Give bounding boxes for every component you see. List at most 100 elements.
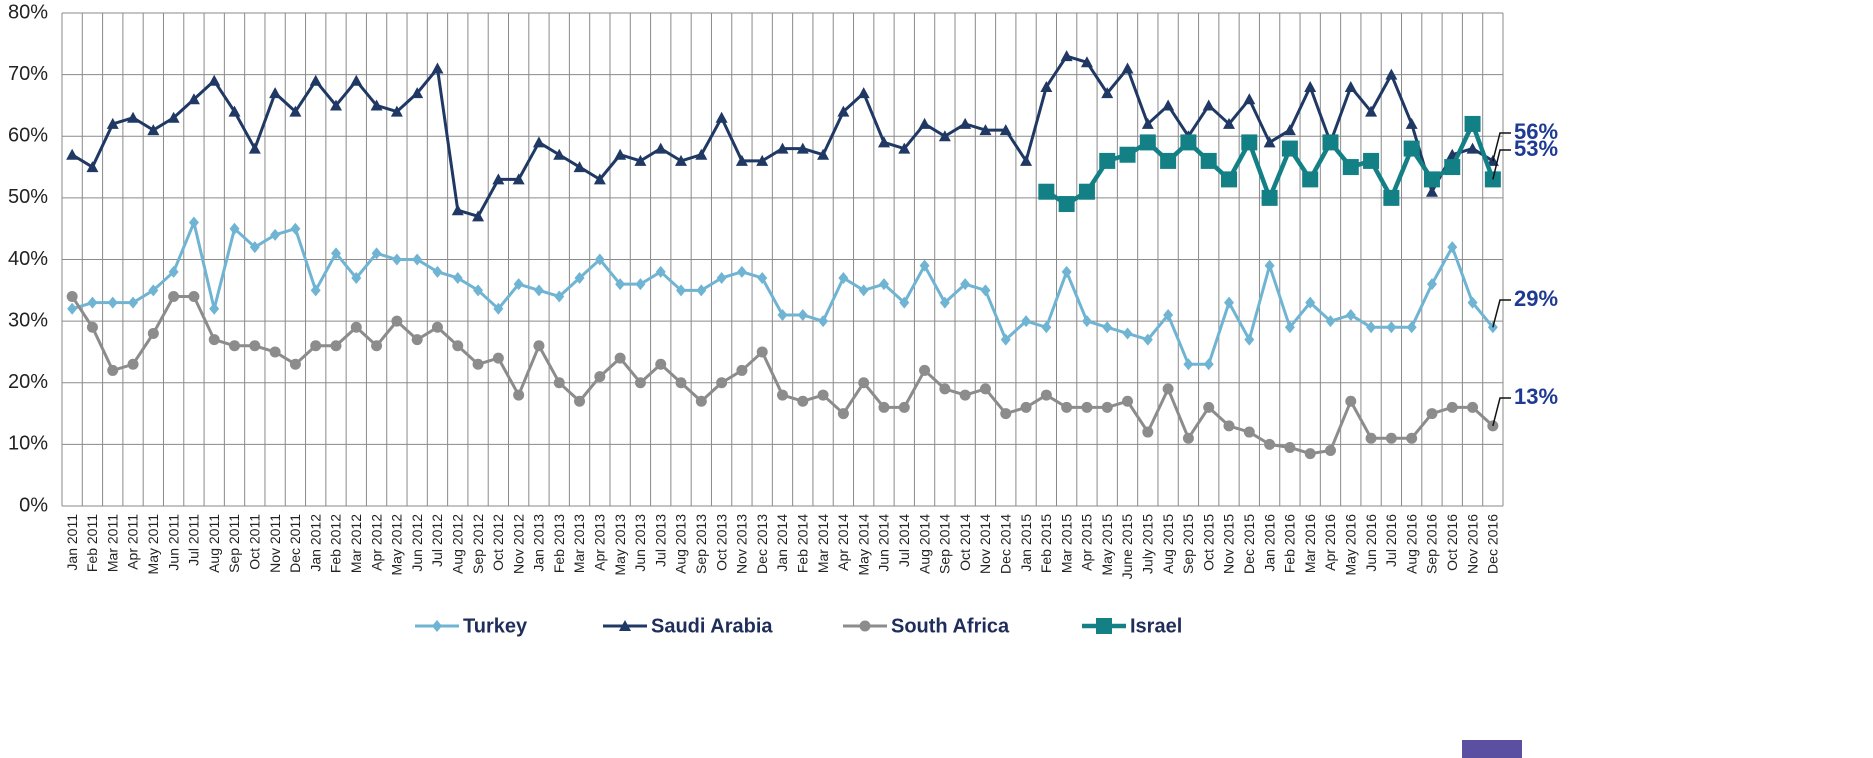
- marker: [959, 117, 972, 129]
- x-tick-label: June 2015: [1119, 514, 1135, 580]
- marker: [249, 340, 261, 352]
- marker: [796, 142, 809, 154]
- marker: [128, 296, 139, 309]
- marker: [309, 74, 322, 86]
- x-tick-label: Mar 2012: [348, 514, 364, 573]
- marker: [553, 377, 565, 389]
- marker: [1284, 441, 1296, 453]
- marker: [1425, 185, 1438, 197]
- marker: [1345, 395, 1357, 407]
- marker: [451, 204, 464, 216]
- marker: [797, 395, 809, 407]
- marker: [695, 148, 708, 160]
- x-tick-label: Jul 2014: [896, 514, 912, 567]
- marker: [736, 265, 747, 278]
- marker: [1119, 146, 1136, 163]
- x-tick-label: Jul 2012: [429, 514, 445, 567]
- marker: [66, 148, 79, 160]
- marker: [554, 290, 565, 303]
- marker: [676, 284, 687, 297]
- marker: [66, 290, 78, 302]
- x-tick-label: May 2013: [612, 514, 628, 576]
- leader-line: [1492, 397, 1511, 427]
- legend-item: Saudi Arabia: [603, 615, 773, 637]
- y-tick-label: 80%: [8, 1, 48, 23]
- marker: [1200, 152, 1217, 169]
- x-tick-label: May 2015: [1099, 514, 1115, 576]
- marker: [1243, 426, 1255, 438]
- marker: [634, 377, 646, 389]
- x-tick-label: Feb 2016: [1282, 514, 1298, 573]
- marker: [593, 173, 606, 185]
- marker: [736, 364, 748, 376]
- marker: [1363, 152, 1380, 169]
- marker: [370, 99, 383, 111]
- y-tick-label: 70%: [8, 63, 48, 85]
- x-tick-label: Dec 2016: [1485, 514, 1501, 574]
- marker: [1365, 432, 1377, 444]
- marker: [1386, 321, 1397, 334]
- x-tick-label: Sep 2013: [693, 514, 709, 574]
- marker: [188, 216, 199, 229]
- x-tick-label: Mar 2011: [104, 514, 120, 572]
- marker: [776, 142, 789, 154]
- marker: [898, 142, 911, 154]
- marker: [594, 371, 606, 383]
- marker: [838, 271, 849, 284]
- marker: [574, 271, 585, 284]
- marker: [898, 401, 910, 413]
- marker: [1078, 183, 1095, 200]
- x-tick-label: Jan 2011: [64, 514, 80, 571]
- x-tick-label: Apr 2011: [125, 514, 141, 570]
- marker: [675, 377, 687, 389]
- marker: [797, 308, 808, 321]
- marker: [1203, 358, 1214, 371]
- x-tick-label: Jun 2013: [632, 514, 648, 572]
- x-tick-label: Apr 2015: [1079, 514, 1095, 571]
- x-tick-label: Jun 2014: [876, 514, 892, 572]
- x-tick-label: Jul 2011: [186, 514, 202, 566]
- marker: [877, 136, 890, 148]
- marker: [919, 259, 930, 272]
- marker: [1426, 278, 1437, 291]
- marker: [1038, 183, 1055, 200]
- marker: [1096, 618, 1112, 634]
- marker: [1000, 333, 1011, 346]
- y-tick-label: 10%: [8, 433, 48, 455]
- marker: [329, 99, 342, 111]
- marker: [452, 340, 464, 352]
- x-tick-label: Sep 2014: [937, 514, 953, 574]
- marker: [1061, 265, 1072, 278]
- marker: [168, 290, 180, 302]
- marker: [614, 148, 627, 160]
- marker: [960, 278, 971, 291]
- marker: [533, 284, 544, 297]
- x-tick-label: Mar 2013: [571, 514, 587, 573]
- marker: [654, 142, 667, 154]
- marker: [1302, 171, 1319, 188]
- marker: [1163, 308, 1174, 321]
- marker: [634, 154, 647, 166]
- marker: [594, 253, 605, 266]
- marker: [858, 284, 869, 297]
- x-tick-label: Jan 2015: [1018, 514, 1034, 572]
- annotation: 29%: [1514, 286, 1558, 311]
- marker: [1264, 438, 1276, 450]
- marker: [980, 284, 991, 297]
- marker: [1080, 56, 1093, 68]
- marker: [818, 315, 829, 328]
- marker: [919, 364, 931, 376]
- marker: [635, 278, 646, 291]
- marker: [351, 271, 362, 284]
- marker: [310, 340, 322, 352]
- marker: [655, 358, 667, 370]
- marker: [1223, 420, 1235, 432]
- legend-label: Turkey: [463, 615, 528, 637]
- x-tick-label: Oct 2016: [1444, 514, 1460, 571]
- marker: [1304, 80, 1317, 92]
- x-tick-label: Aug 2011: [206, 514, 222, 573]
- marker: [1322, 134, 1339, 151]
- y-tick-label: 20%: [8, 371, 48, 393]
- marker: [1081, 315, 1092, 328]
- marker: [574, 395, 586, 407]
